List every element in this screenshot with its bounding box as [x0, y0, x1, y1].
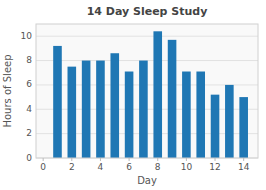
- x-tick: [71, 158, 72, 161]
- x-tick: [186, 158, 187, 161]
- y-tick-label: 4: [26, 104, 32, 114]
- plot-frame: [36, 24, 258, 158]
- bar: [139, 61, 148, 158]
- x-tick-label: 6: [126, 162, 132, 172]
- x-tick-label: 4: [98, 162, 104, 172]
- x-tick-label: 8: [155, 162, 161, 172]
- y-axis-label: Hours of Sleep: [2, 54, 13, 127]
- x-tick: [215, 158, 216, 161]
- x-tick: [129, 158, 130, 161]
- bar: [196, 72, 205, 158]
- x-tick-label: 0: [40, 162, 46, 172]
- x-tick-label: 14: [238, 162, 250, 172]
- bar: [53, 46, 62, 158]
- bar: [182, 72, 191, 158]
- bar: [153, 31, 162, 158]
- grid-line: [36, 36, 258, 37]
- bar: [211, 95, 220, 158]
- bars: [53, 31, 248, 158]
- bar: [96, 61, 105, 158]
- bar: [239, 97, 248, 158]
- y-tick-label: 2: [26, 128, 32, 138]
- plot-background: [36, 24, 258, 158]
- bar: [68, 67, 77, 158]
- bar: [168, 40, 177, 158]
- page: {"chart_data": {"type": "bar", "title": …: [0, 0, 266, 190]
- x-tick: [243, 158, 244, 161]
- chart-title: 14 Day Sleep Study: [87, 5, 208, 18]
- x-tick-label: 12: [209, 162, 220, 172]
- y-tick-label: 8: [26, 55, 32, 65]
- bar: [225, 85, 234, 158]
- bar: [110, 53, 119, 158]
- y-tick-label: 6: [26, 79, 32, 89]
- x-tick-label: 2: [69, 162, 75, 172]
- chart-container: 0 2 4 6 8 10 0 2 4 6 8 10 12 14 14 Day Sleep Study Day H…: [0, 0, 266, 190]
- x-axis-label: Day: [137, 175, 157, 186]
- x-tick: [157, 158, 158, 161]
- x-tick: [43, 158, 44, 161]
- bar: [82, 61, 91, 158]
- y-tick-label: 10: [21, 31, 33, 41]
- bar: [125, 72, 134, 158]
- chart-svg: 0 2 4 6 8 10 0 2 4 6 8 10 12 14 14 Day Sleep Study Day H…: [0, 0, 266, 190]
- x-tick-label: 10: [181, 162, 193, 172]
- x-tick: [100, 158, 101, 161]
- y-tick-label: 0: [26, 153, 32, 163]
